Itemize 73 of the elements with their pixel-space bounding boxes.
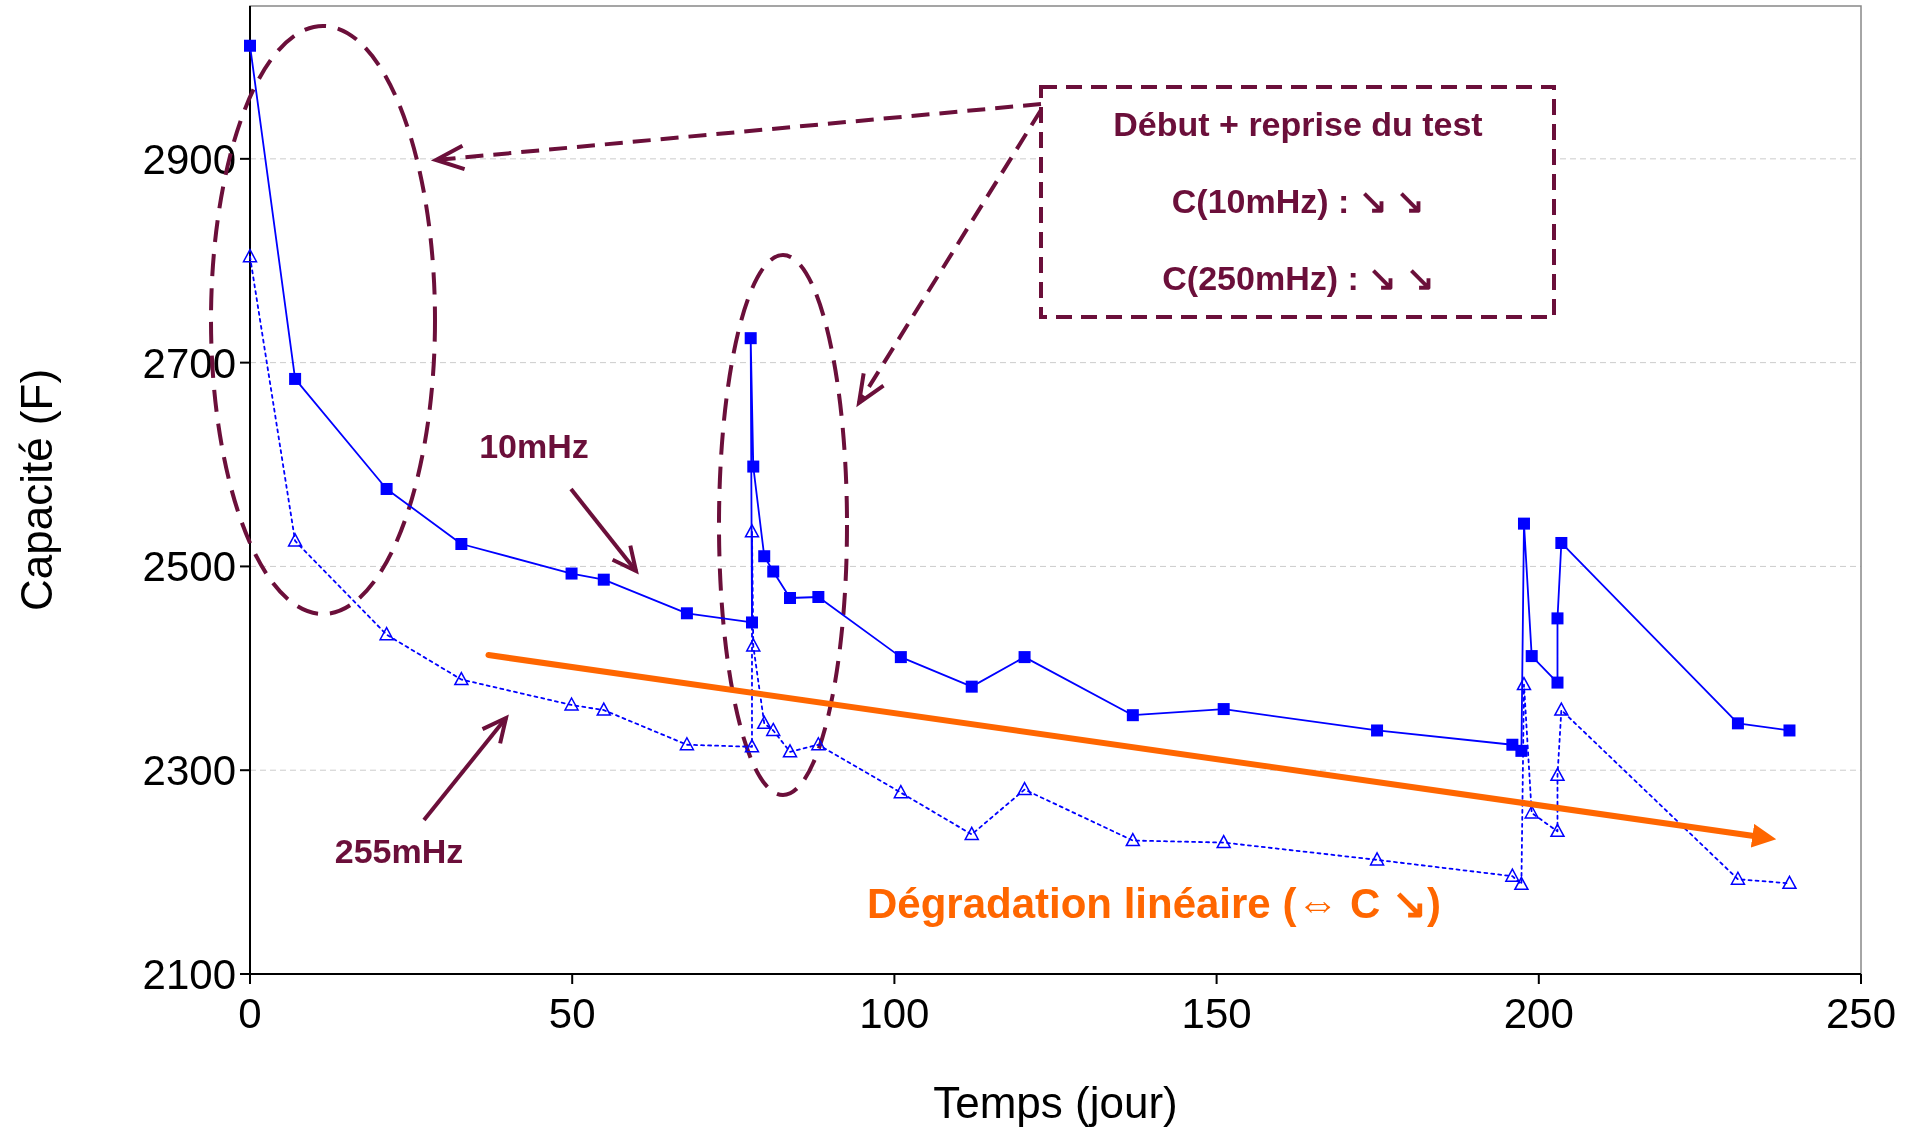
point xyxy=(1550,767,1565,782)
x-tick-label: 100 xyxy=(859,990,930,1037)
point xyxy=(1514,876,1529,891)
point xyxy=(1783,724,1796,737)
point xyxy=(1525,650,1538,663)
point xyxy=(287,533,303,547)
point xyxy=(893,784,909,799)
point xyxy=(1369,852,1385,866)
point xyxy=(1517,517,1530,530)
annotation: 255mHz xyxy=(334,832,464,870)
point xyxy=(1551,612,1564,625)
point xyxy=(1730,871,1746,885)
point xyxy=(1550,823,1565,838)
point xyxy=(766,722,781,737)
point xyxy=(894,651,907,664)
x-tick-label: 0 xyxy=(238,990,262,1037)
point xyxy=(244,39,256,52)
point xyxy=(1524,805,1539,819)
point xyxy=(565,567,578,580)
point xyxy=(744,739,760,753)
point xyxy=(964,826,979,841)
point xyxy=(1017,781,1032,796)
annotation: C(250mHz) : ↘ ↘ xyxy=(1162,259,1434,297)
point xyxy=(1371,724,1384,737)
annotation: Dégradation linéaire (⇔ C ↘) xyxy=(866,880,1442,927)
y-tick-label: 2300 xyxy=(142,747,236,795)
point xyxy=(679,736,695,751)
point xyxy=(812,590,825,603)
x-tick-label: 150 xyxy=(1181,990,1252,1037)
point xyxy=(784,592,797,605)
annotation: C(10mHz) : ↘ ↘ xyxy=(1171,182,1425,220)
x-tick-label: 250 xyxy=(1825,990,1897,1037)
y-axis-title: Capacité (F) xyxy=(12,368,61,612)
point xyxy=(767,565,780,578)
point xyxy=(744,332,757,345)
point xyxy=(756,715,772,730)
point xyxy=(455,538,468,550)
point xyxy=(379,626,394,641)
point xyxy=(596,702,612,716)
annotation: Début + reprise du test xyxy=(1113,105,1483,143)
point xyxy=(1216,834,1231,849)
y-tick-label: 2100 xyxy=(142,951,236,998)
point xyxy=(1217,703,1230,716)
point xyxy=(289,372,302,385)
point xyxy=(1516,676,1532,691)
point xyxy=(965,680,978,693)
point xyxy=(747,460,760,473)
y-tick-label: 2900 xyxy=(142,135,236,183)
point xyxy=(1555,536,1568,549)
point xyxy=(782,744,798,758)
point xyxy=(746,638,761,652)
point xyxy=(1018,651,1031,664)
x-tick-label: 200 xyxy=(1503,990,1574,1037)
x-axis-title: Temps (jour) xyxy=(933,1078,1178,1127)
point xyxy=(1782,875,1797,890)
point xyxy=(564,697,579,711)
point xyxy=(454,671,469,686)
point xyxy=(1731,717,1744,730)
y-tick-label: 2500 xyxy=(142,543,236,591)
point xyxy=(680,607,693,620)
x-tick-label: 50 xyxy=(548,990,596,1037)
point xyxy=(242,248,258,263)
annotation: 10mHz xyxy=(479,427,589,465)
point xyxy=(597,573,610,586)
point xyxy=(1551,676,1564,689)
point xyxy=(758,550,771,563)
point xyxy=(1554,702,1569,716)
point xyxy=(1505,868,1520,882)
point xyxy=(380,482,393,495)
point xyxy=(1125,832,1141,847)
point xyxy=(811,736,826,751)
point xyxy=(1126,709,1139,722)
point xyxy=(744,524,760,538)
